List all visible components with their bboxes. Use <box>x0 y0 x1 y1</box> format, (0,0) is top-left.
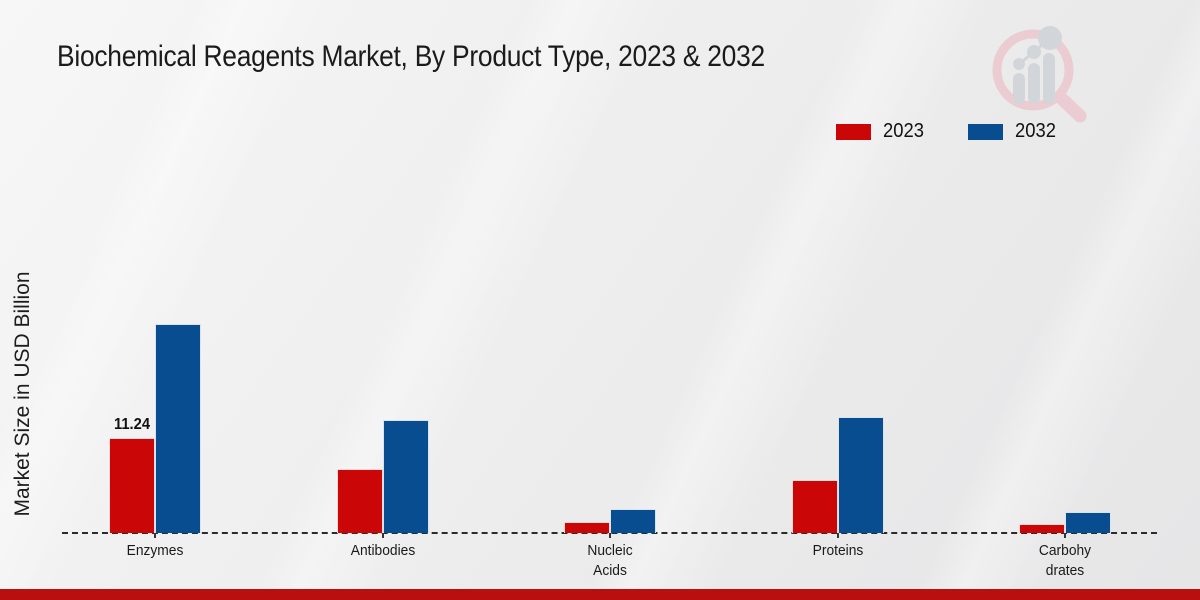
legend-item-2032: 2032 <box>967 120 1060 143</box>
bar-2023-antibodies <box>336 469 383 533</box>
category-label-carbohydrates: Carbohy drates <box>1038 542 1092 580</box>
legend-item-2023: 2023 <box>836 120 928 143</box>
bar-2032-carbohydrates <box>1065 512 1111 533</box>
category-label-nucleic-acids: Nucleic Acids <box>587 542 633 580</box>
x-axis-tick <box>1064 533 1066 538</box>
legend-label-2023: 2023 <box>883 120 924 142</box>
bar-2023-carbohydrates <box>1019 524 1065 533</box>
x-axis-tick <box>381 533 384 538</box>
bar-2023-nucleic-acids <box>564 522 610 533</box>
x-axis-tick <box>836 533 839 538</box>
bar-2023-proteins <box>791 480 838 533</box>
bar-2032-nucleic-acids <box>610 509 656 533</box>
category-label-proteins: Proteins <box>812 542 863 559</box>
legend-swatch-2023 <box>836 123 871 140</box>
legend-label-2032: 2032 <box>1014 120 1056 142</box>
chart-title: Biochemical Reagents Market, By Product … <box>57 40 765 73</box>
legend-swatch-2032 <box>967 123 1003 140</box>
bar-2032-proteins <box>837 417 884 533</box>
x-axis-tick <box>609 533 611 538</box>
category-label-enzymes: Enzymes <box>126 542 184 559</box>
legend: 2023 2032 <box>836 120 1059 143</box>
bar-2023-enzymes <box>109 438 155 533</box>
x-axis-tick <box>154 533 156 538</box>
market-research-future-logo-icon <box>992 26 1087 123</box>
footer-accent-bar <box>0 589 1200 600</box>
category-label-antibodies: Antibodies <box>350 542 415 559</box>
bar-2032-enzymes <box>155 324 201 533</box>
bar-value-label: 11.24 <box>113 416 151 433</box>
y-axis-label: Market Size in USD Billion <box>11 271 34 517</box>
bar-2032-antibodies <box>382 420 429 533</box>
